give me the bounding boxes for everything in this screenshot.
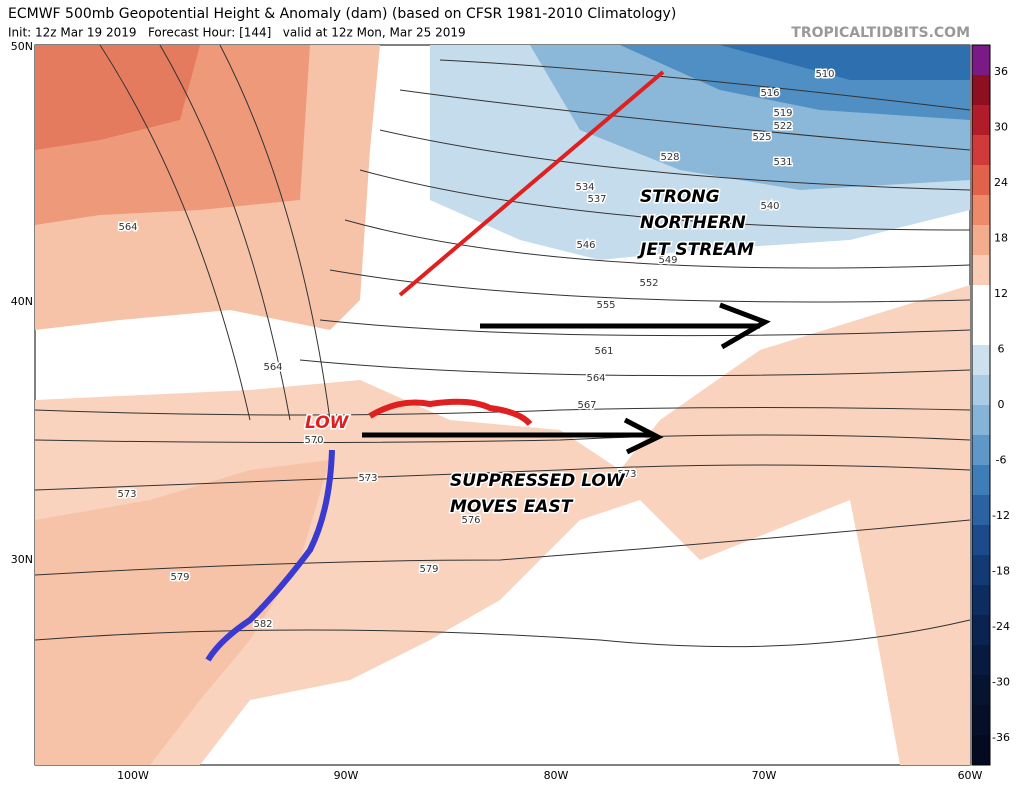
title: ECMWF 500mb Geopotential Height & Anomal…: [8, 6, 676, 22]
colorbar-swatch: [972, 135, 990, 166]
lat-label: 30N: [11, 553, 33, 566]
contour-label: 579: [419, 564, 438, 575]
lat-label: 40N: [11, 295, 33, 308]
lon-label: 60W: [958, 769, 983, 782]
red-line: [398, 70, 665, 297]
colorbar-label: -36: [992, 731, 1010, 744]
contour-label: 564: [263, 362, 282, 373]
colorbar-swatch: [972, 165, 990, 196]
lon-label: 90W: [334, 769, 359, 782]
colorbar-label: 12: [994, 287, 1008, 300]
colorbar-swatch: [972, 375, 990, 406]
contour-label: 549: [658, 255, 677, 266]
colorbar-label: -12: [992, 509, 1010, 522]
colorbar-label: -30: [992, 676, 1010, 689]
colorbar-label: 6: [998, 343, 1005, 356]
lon-label: 70W: [752, 769, 777, 782]
colorbar-label: -18: [992, 565, 1010, 578]
colorbar-swatch: [972, 345, 990, 376]
colorbar-swatch: [972, 705, 990, 736]
contour-label: 573: [117, 489, 136, 500]
contour-label: 522: [773, 121, 792, 132]
contour-label: 570: [304, 435, 323, 446]
colorbar-swatch: [972, 255, 990, 286]
colorbar-label: -6: [996, 454, 1007, 467]
contour-label: 561: [594, 346, 613, 357]
colorbar-label: 24: [994, 176, 1008, 189]
colorbar-swatch: [972, 225, 990, 256]
colorbar-label: 36: [994, 65, 1008, 78]
contour-label: 576: [461, 515, 480, 526]
colorbar-frame: [971, 44, 991, 766]
annotation: JET STREAM: [637, 240, 754, 260]
contour-label: 552: [639, 278, 658, 289]
contour-label: 564: [586, 373, 605, 384]
contour-label: 525: [752, 132, 771, 143]
lon-label: 80W: [544, 769, 569, 782]
labels: STRONG NORTHERN JET STREAM LOW SUPPRESSE…: [304, 186, 756, 519]
colorbar-swatch: [972, 495, 990, 526]
colorbar: 36 30 24 18 12 6 0 -6 -12 -18 -24 -30 -36: [971, 44, 1010, 766]
colorbar-swatch: [972, 105, 990, 136]
contour-label: 516: [760, 88, 779, 99]
lat-label: 50N: [11, 40, 33, 53]
colorbar-swatch: [972, 465, 990, 496]
annotation: STRONG: [640, 187, 720, 207]
contour-label: 555: [596, 300, 615, 311]
blue-curve: [205, 449, 335, 662]
colorbar-swatch: [972, 555, 990, 586]
colorbar-label: 0: [998, 398, 1005, 411]
colorbar-swatch: [972, 645, 990, 676]
colorbar-swatch: [972, 75, 990, 106]
colorbar-swatch: [972, 315, 990, 346]
annotation: LOW: [305, 413, 350, 433]
subtitle: Init: 12z Mar 19 2019 Forecast Hour: [14…: [8, 26, 466, 40]
contour-label: 582: [253, 619, 272, 630]
contour-label: 564: [118, 222, 137, 233]
lon-label: 100W: [117, 769, 149, 782]
contour-label: 537: [587, 194, 606, 205]
colorbar-swatch: [972, 405, 990, 436]
colorbar-swatch: [972, 615, 990, 646]
colorbar-swatch: [972, 585, 990, 616]
annotation: MOVES EAST: [450, 497, 574, 517]
colorbar-label: 30: [994, 121, 1008, 134]
red-curve: [368, 398, 533, 427]
contour-label: 531: [773, 157, 792, 168]
jet-arrow: [480, 302, 771, 350]
contour-label: 573: [617, 469, 636, 480]
colorbar-swatch: [972, 525, 990, 556]
colorbar-swatch: [972, 45, 990, 76]
site-name: TROPICALTIDBITS.COM: [791, 25, 970, 41]
annotation: SUPPRESSED LOW: [450, 471, 626, 491]
contour-label: 528: [660, 152, 679, 163]
colorbar-swatch: [972, 285, 990, 316]
colorbar-swatch: [972, 675, 990, 706]
contour-label: 579: [170, 572, 189, 583]
annotation: NORTHERN: [640, 213, 746, 233]
colorbar-label: -24: [992, 620, 1010, 633]
contour-label: 567: [577, 400, 596, 411]
contour-label: 573: [358, 473, 377, 484]
colorbar-swatch: [972, 435, 990, 466]
contour-label: 519: [773, 108, 792, 119]
contour-label: 546: [576, 240, 595, 251]
contour-label: 540: [760, 201, 779, 212]
colorbar-swatch: [972, 735, 990, 766]
colorbar-swatch: [972, 195, 990, 226]
contour-label: 510: [815, 69, 834, 80]
low-arrow: [362, 417, 664, 455]
colorbar-label: 18: [994, 232, 1008, 245]
map-area: [34, 44, 971, 766]
contour-label: 534: [575, 182, 594, 193]
